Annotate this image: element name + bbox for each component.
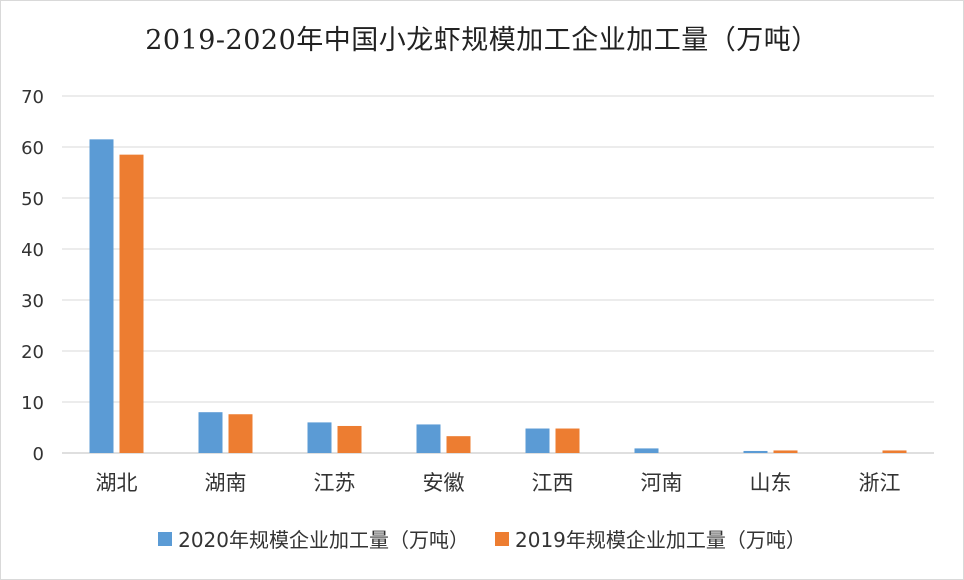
bar-浙江-2019 xyxy=(882,450,907,453)
bar-chart-plot: 0 10 20 30 40 50 60 70 湖北 湖南 江苏 安徽 江西 河南 山东 浙江 xyxy=(21,87,934,495)
y-tick-label-60: 60 xyxy=(21,138,44,159)
x-tick-label-江苏: 江苏 xyxy=(314,471,356,495)
bar-山东-2020 xyxy=(743,450,768,453)
bar-山东-2019 xyxy=(773,450,798,453)
y-tick-label-50: 50 xyxy=(21,189,44,210)
bar-江西-2020 xyxy=(525,428,550,453)
bar-江苏-2019 xyxy=(337,425,362,453)
y-tick-label-20: 20 xyxy=(21,342,44,363)
x-tick-label-浙江: 浙江 xyxy=(859,471,901,495)
bar-湖南-2019 xyxy=(228,414,253,453)
y-tick-label-30: 30 xyxy=(21,291,44,312)
x-tick-label-山东: 山东 xyxy=(750,471,792,495)
chart-title: 2019-2020年中国小龙虾规模加工企业加工量（万吨） xyxy=(145,25,819,56)
legend-item-2019[interactable]: 2019年规模企业加工量（万吨） xyxy=(495,524,806,553)
bar-安徽-2019 xyxy=(446,436,471,453)
y-tick-label-10: 10 xyxy=(21,393,44,414)
y-tick-label-40: 40 xyxy=(21,240,44,261)
x-tick-label-河南: 河南 xyxy=(641,471,683,495)
legend-label-2019: 2019年规模企业加工量（万吨） xyxy=(515,528,806,552)
y-axis-ticks: 0 10 20 30 40 50 60 70 xyxy=(21,87,44,465)
x-tick-label-湖北: 湖北 xyxy=(96,471,138,495)
y-tick-label-70: 70 xyxy=(21,87,44,108)
bar-河南-2020 xyxy=(634,448,659,453)
legend-item-2020[interactable]: 2020年规模企业加工量（万吨） xyxy=(158,524,469,553)
bar-江西-2019 xyxy=(555,428,580,453)
legend-swatch-2020 xyxy=(158,531,173,546)
y-tick-label-0: 0 xyxy=(33,444,44,465)
bar-湖北-2020 xyxy=(89,139,114,453)
bars xyxy=(89,139,907,453)
legend-label-2020: 2020年规模企业加工量（万吨） xyxy=(178,528,469,552)
x-tick-label-江西: 江西 xyxy=(532,471,574,495)
bar-江苏-2020 xyxy=(307,422,332,453)
bar-湖南-2020 xyxy=(198,412,223,453)
gridlines xyxy=(62,95,934,454)
bar-湖北-2019 xyxy=(119,154,144,453)
x-tick-label-安徽: 安徽 xyxy=(423,471,465,495)
legend-swatch-2019 xyxy=(495,531,509,546)
x-tick-label-湖南: 湖南 xyxy=(205,471,247,495)
x-axis-ticks: 湖北 湖南 江苏 安徽 江西 河南 山东 浙江 xyxy=(96,471,901,495)
legend: 2020年规模企业加工量（万吨） 2019年规模企业加工量（万吨） xyxy=(0,524,964,553)
bar-安徽-2020 xyxy=(416,424,441,453)
